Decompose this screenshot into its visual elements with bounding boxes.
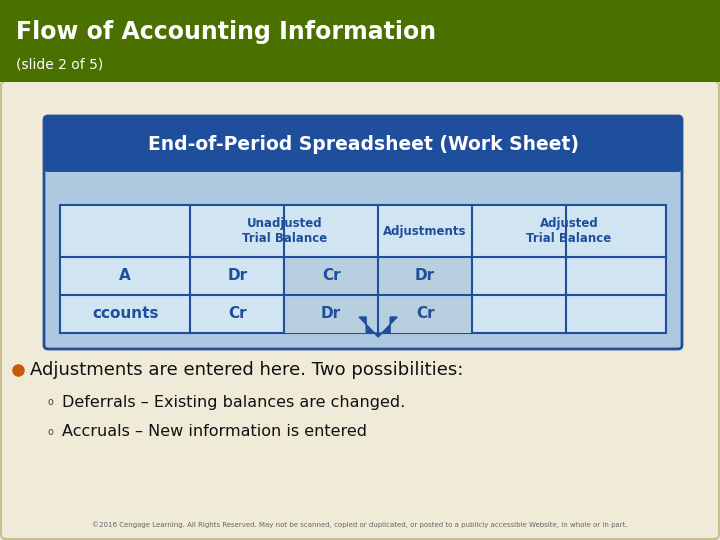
Text: Dr: Dr bbox=[228, 268, 247, 284]
Text: Dr: Dr bbox=[321, 307, 341, 321]
FancyBboxPatch shape bbox=[284, 257, 472, 333]
Text: End-of-Period Spreadsheet (Work Sheet): End-of-Period Spreadsheet (Work Sheet) bbox=[148, 134, 578, 153]
FancyBboxPatch shape bbox=[1, 81, 719, 539]
Text: Dr: Dr bbox=[415, 268, 435, 284]
Text: Flow of Accounting Information: Flow of Accounting Information bbox=[16, 20, 436, 44]
Text: o: o bbox=[47, 427, 53, 437]
FancyBboxPatch shape bbox=[44, 116, 682, 172]
Text: Deferrals – Existing balances are changed.: Deferrals – Existing balances are change… bbox=[62, 395, 405, 409]
FancyBboxPatch shape bbox=[44, 116, 682, 349]
Text: Unadjusted
Trial Balance: Unadjusted Trial Balance bbox=[242, 217, 327, 246]
Text: Accruals – New information is entered: Accruals – New information is entered bbox=[62, 424, 367, 440]
Text: ©2016 Cengage Learning. All Rights Reserved. May not be scanned, copied or dupli: ©2016 Cengage Learning. All Rights Reser… bbox=[92, 521, 628, 528]
Text: Adjustments: Adjustments bbox=[383, 225, 467, 238]
Text: Cr: Cr bbox=[228, 307, 246, 321]
FancyBboxPatch shape bbox=[60, 205, 666, 333]
Text: Cr: Cr bbox=[322, 268, 341, 284]
FancyBboxPatch shape bbox=[0, 0, 720, 82]
Text: (slide 2 of 5): (slide 2 of 5) bbox=[16, 57, 103, 71]
Text: Adjusted
Trial Balance: Adjusted Trial Balance bbox=[526, 217, 612, 246]
FancyArrow shape bbox=[359, 317, 397, 337]
Text: o: o bbox=[47, 397, 53, 407]
Text: Cr: Cr bbox=[416, 307, 434, 321]
Text: A: A bbox=[120, 268, 131, 284]
Text: Adjustments are entered here. Two possibilities:: Adjustments are entered here. Two possib… bbox=[30, 361, 464, 379]
Text: ccounts: ccounts bbox=[92, 307, 158, 321]
